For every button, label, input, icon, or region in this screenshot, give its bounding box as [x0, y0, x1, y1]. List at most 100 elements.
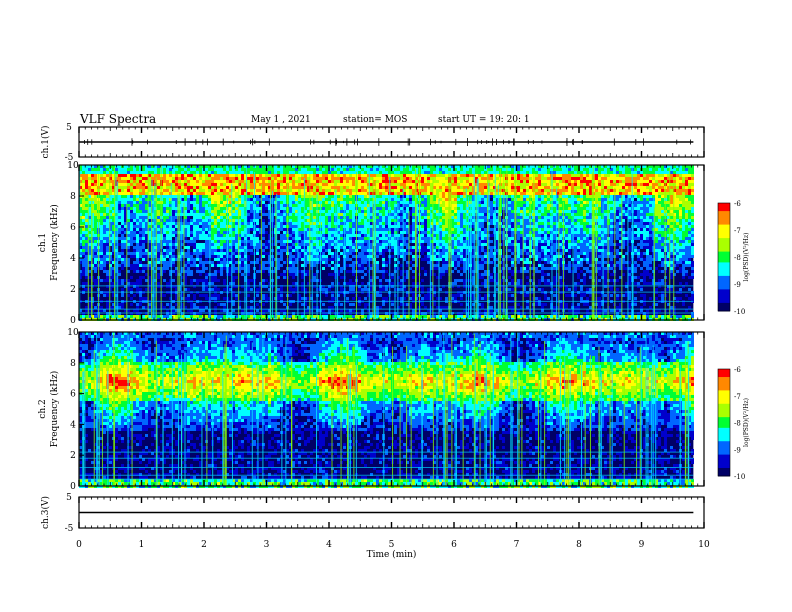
ch1-spectrogram-cell [112, 270, 115, 273]
ch1-spectrogram-cell [409, 237, 412, 240]
ch1-spectrogram-cell [118, 201, 121, 204]
ch1-spectrogram-cell [349, 189, 352, 192]
ch1-spectrogram-cell [382, 261, 385, 264]
ch1-spectrogram-cell [181, 174, 184, 177]
ch1-spectrogram-cell [358, 186, 361, 189]
ch1-spectrogram-cell [394, 294, 397, 297]
ch1-spectrogram-cell [151, 201, 154, 204]
ch1-spectrogram-cell [304, 252, 307, 255]
ch1-spectrogram-cell [307, 282, 310, 285]
ch1-spectrogram-cell [424, 255, 427, 258]
ch1-spectrogram-cell [427, 234, 430, 237]
ch1-spectrogram-cell [433, 180, 436, 183]
ch1-spectrogram-cell [391, 273, 394, 276]
ch1-spectrogram-cell [250, 168, 253, 171]
ch1-spectrogram-cell [325, 243, 328, 246]
ch1-spectrogram-cell [262, 186, 265, 189]
ch1-spectrogram-cell [394, 267, 397, 270]
ch1-spectrogram-cell [307, 183, 310, 186]
ch1-spectrogram-cell [241, 228, 244, 231]
ch1-spectrogram-cell [157, 177, 160, 180]
ch1-spectrogram-cell [361, 237, 364, 240]
ch1-spectrogram-cell [106, 240, 109, 243]
ch1-spectrogram-cell [85, 180, 88, 183]
ch1-spectrogram-cell [136, 192, 139, 195]
ch1-spectrogram-cell [208, 183, 211, 186]
ch1-spectrogram-cell [238, 249, 241, 252]
ch1-spectrogram-cell [250, 243, 253, 246]
ch1-spectrogram-cell [175, 273, 178, 276]
ch1-spectrogram-cell [124, 198, 127, 201]
ch1-spectrogram-cell [103, 234, 106, 237]
ch1-spectrogram-cell [427, 216, 430, 219]
ch1-spectrogram-cell [412, 201, 415, 204]
ch1-spectrogram-cell [100, 177, 103, 180]
ch1-spectrogram-cell [406, 174, 409, 177]
ch1-spectrogram-cell [91, 195, 94, 198]
ch1-spectrogram-cell [391, 165, 394, 168]
ch1-spectrogram-cell [187, 216, 190, 219]
ch1-spectrogram-cell [244, 258, 247, 261]
ch1-spectrogram-cell [400, 213, 403, 216]
ch1-spectrogram-cell [241, 195, 244, 198]
ch1-spectrogram-cell [424, 219, 427, 222]
ch1-spectrogram-cell [136, 237, 139, 240]
ch1-spectrogram-cell [382, 183, 385, 186]
ch1-spectrogram-cell [331, 252, 334, 255]
ch1-spectrogram-cell [211, 288, 214, 291]
ch1-spectrogram-cell [352, 216, 355, 219]
ch1-spectrogram-cell [409, 252, 412, 255]
ch1-spectrogram-cell [91, 183, 94, 186]
ch1-spectrogram-cell [337, 234, 340, 237]
ch1-spectrogram-cell [238, 222, 241, 225]
ch1-spectrogram-cell [130, 198, 133, 201]
ch1-spectrogram-cell [367, 234, 370, 237]
ch1-spectrogram-cell [289, 168, 292, 171]
ch1-spectrogram-cell [220, 222, 223, 225]
ch1-spectrogram-cell [229, 207, 232, 210]
ch1-spectrogram-cell [331, 210, 334, 213]
ch1-spectrogram-cell [235, 267, 238, 270]
ch1-spectrogram-cell [280, 225, 283, 228]
ch1-spectrogram-cell [166, 315, 169, 318]
ch1-spectrogram-cell [223, 279, 226, 282]
ch1-spectrogram-cell [433, 195, 436, 198]
ch1-spectrogram-cell [322, 237, 325, 240]
ch1-spectrogram-cell [268, 258, 271, 261]
ch1-spectrogram-cell [187, 228, 190, 231]
ch1-spectrogram-cell [397, 267, 400, 270]
ch1-spectrogram-cell [187, 267, 190, 270]
ch1-spectrogram-cell [367, 216, 370, 219]
ch1-spectrogram-cell [190, 231, 193, 234]
ch1-spectrogram-cell [382, 315, 385, 318]
ch1-spectrogram-cell [364, 183, 367, 186]
ch1-spectrogram-cell [280, 294, 283, 297]
ch1-spectrogram-cell [217, 219, 220, 222]
ch1-spectrogram-cell [124, 261, 127, 264]
ch1-spectrogram-cell [220, 186, 223, 189]
ch1-spectrogram-cell [166, 285, 169, 288]
ch1-spectrogram-cell [244, 192, 247, 195]
ch1-spectrogram-cell [340, 288, 343, 291]
ch1-spectrogram-cell [109, 213, 112, 216]
ch1-spectrogram-cell [400, 270, 403, 273]
ch1-spectrogram-cell [328, 222, 331, 225]
ch1-spectrogram-cell [412, 195, 415, 198]
ch1-spectrogram-cell [148, 231, 151, 234]
ch1-spectrogram-cell [154, 174, 157, 177]
ch1-spectrogram-cell [205, 195, 208, 198]
ch1-spectrogram-cell [427, 177, 430, 180]
ch1-spectrogram-cell [124, 228, 127, 231]
ch1-spectrogram-cell [313, 165, 316, 168]
ch1-spectrogram-cell [154, 228, 157, 231]
ch1-spectrogram-cell [103, 255, 106, 258]
ch1-spectrogram-cell [244, 297, 247, 300]
ch1-spectrogram-cell [205, 267, 208, 270]
ch1-spectrogram-cell [349, 165, 352, 168]
ch1-spectrogram-cell [226, 195, 229, 198]
ch1-spectrogram-cell [121, 219, 124, 222]
ch1-spectrogram-cell [172, 174, 175, 177]
ch1-spectrogram-cell [409, 306, 412, 309]
ch1-spectrogram-cell [328, 306, 331, 309]
ch1-spectrogram-cell [307, 249, 310, 252]
